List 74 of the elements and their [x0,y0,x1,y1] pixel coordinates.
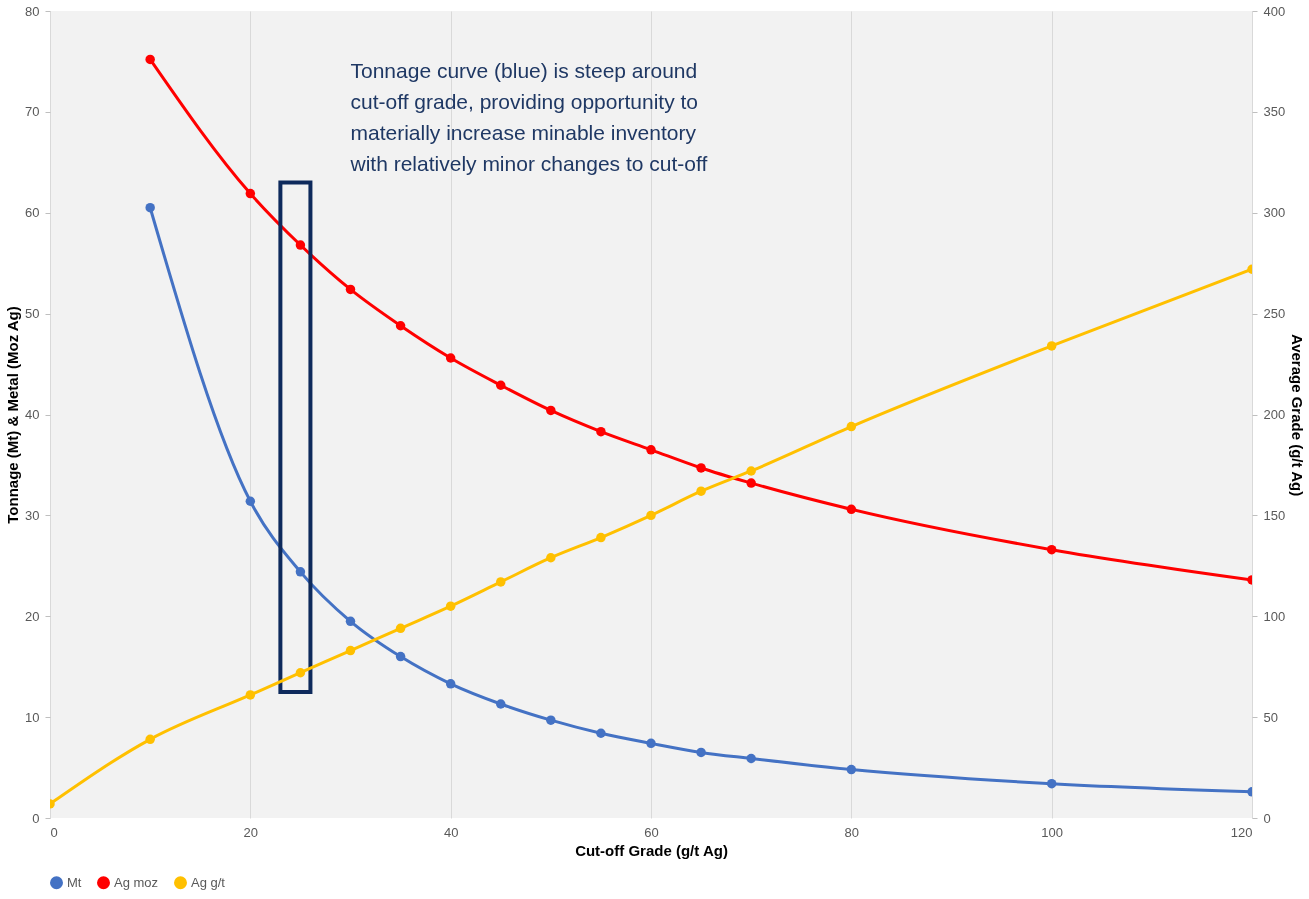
legend-label: Ag g/t [191,874,226,890]
y-tick-label: 60 [25,205,40,221]
point [646,510,656,521]
point [1046,341,1057,351]
point [496,699,506,709]
y2-tick-label: 0 [1263,810,1271,826]
point [445,679,456,689]
y2-tick-label: 150 [1263,507,1286,523]
point [846,421,857,432]
point [596,532,606,543]
y2-tick-label: 50 [1263,709,1278,725]
y-tick-label: 80 [25,3,40,19]
y-tick-label: 30 [25,507,40,523]
y-tick-label: 50 [25,306,40,322]
point [245,188,256,199]
x-tick-label: 20 [243,824,259,840]
x-tick-label: 100 [1041,824,1064,840]
point [345,616,356,627]
point [746,478,756,488]
point [696,486,706,496]
point [145,202,155,213]
point [295,240,306,250]
y2-tick-label: 400 [1263,3,1286,19]
y-tick-label: 10 [25,709,40,725]
y-tick-label: 0 [32,810,40,826]
point [1046,778,1057,789]
y2-tick-label: 200 [1263,407,1286,422]
y-tick-label: 70 [25,104,40,120]
legend-label: Mt [67,874,82,890]
point [245,496,256,506]
legend-label: Ag moz [114,874,159,890]
y-tick-label: 20 [25,608,40,624]
point [646,738,656,749]
point [746,466,756,476]
point [345,284,356,295]
point [445,601,456,611]
point [295,567,306,577]
x-tick-label: 60 [644,824,659,840]
point [596,728,606,738]
point [596,426,606,437]
x-tick-label: 0 [50,824,58,840]
point [445,353,456,363]
point [395,321,406,331]
y2-tick-label: 250 [1263,306,1286,322]
point [696,463,706,473]
y2-tick-label: 300 [1263,205,1286,221]
point [496,577,506,587]
y2-tick-label: 100 [1263,608,1286,624]
point [1046,544,1057,555]
point [395,623,406,634]
x-tick-label: 120 [1230,824,1253,840]
point [846,764,857,775]
x-tick-label: 40 [443,824,459,840]
point [546,553,556,563]
y2-tick-label: 350 [1263,104,1286,120]
point [546,405,556,416]
point [546,715,556,725]
y2-axis-title: Average Grade (g/t Ag) [1289,333,1307,497]
point [846,504,857,515]
point [696,747,706,758]
point [145,734,155,745]
point [395,651,406,662]
point [646,445,656,455]
point [145,54,155,65]
x-tick-label: 80 [844,824,860,840]
y-axis-title: Tonnage (Mt) & Metal (Moz Ag) [4,306,22,524]
y-tick-label: 40 [25,407,40,422]
x-axis-title: Cut-off Grade (g/t Ag) [575,841,728,859]
point [345,645,356,656]
point [295,668,306,678]
point [496,380,506,390]
point [245,690,256,700]
annotation: Tonnage curve (blue) is steep around cut-off grade, providing opportunity to materially increase minable inventory with relatively minor changes to cut-off [349,59,708,176]
point [746,753,756,764]
